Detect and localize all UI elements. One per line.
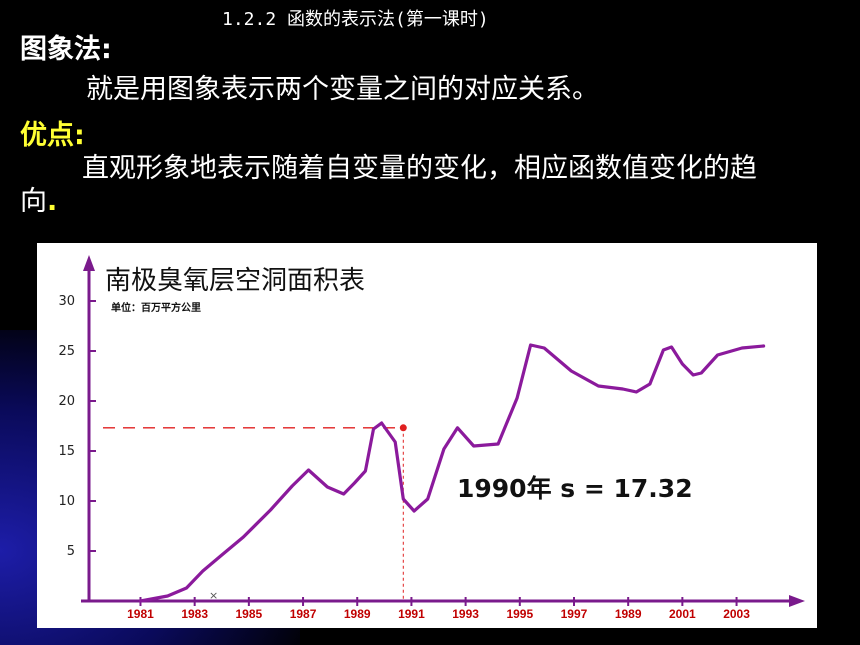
y-tick-label: 10 xyxy=(58,494,75,509)
x-tick-label: 1989 xyxy=(615,607,642,621)
x-tick-label: 1991 xyxy=(398,607,425,621)
x-tick-label: 1981 xyxy=(127,607,154,621)
y-axis-arrow xyxy=(83,255,95,271)
highlight-point xyxy=(399,424,407,432)
heading-graph-method: 图象法: xyxy=(20,34,112,65)
paragraph-end-dot: . xyxy=(47,186,58,217)
advantages-text: 直观形象地表示随着自变量的变化，相应函数值变化的趋向 xyxy=(20,153,757,217)
y-tick-label: 30 xyxy=(58,294,75,309)
ozone-area-line xyxy=(138,343,766,603)
y-tick-label: 5 xyxy=(67,544,75,559)
x-tick-label: 1995 xyxy=(506,607,533,621)
chart-subtitle: 单位：百万平方公里 xyxy=(111,301,201,314)
chart-title: 南极臭氧层空洞面积表 xyxy=(105,266,365,296)
slide-title: 1.2.2 函数的表示法(第一课时) xyxy=(222,9,489,30)
cross-marker: × xyxy=(209,589,218,602)
x-axis-arrow xyxy=(789,595,805,607)
heading-advantages: 优点: xyxy=(20,120,85,151)
y-tick-label: 20 xyxy=(58,394,75,409)
x-tick-label: 2003 xyxy=(723,607,750,621)
x-tick-label: 1993 xyxy=(452,607,479,621)
x-tick-label: 2001 xyxy=(669,607,696,621)
ozone-chart: 5 10 15 20 25 30 1981 1983 1985 1987 1989 1991 1993 1… xyxy=(58,255,805,621)
y-tick-label: 15 xyxy=(58,444,75,459)
chart-panel: 5 10 15 20 25 30 1981 1983 1985 1987 1989 1991 1993 1… xyxy=(37,243,817,628)
x-tick-label: 1987 xyxy=(290,607,317,621)
definition-text: 就是用图象表示两个变量之间的对应关系。 xyxy=(86,74,599,105)
x-tick-label: 1989 xyxy=(344,607,371,621)
advantages-paragraph: 直观形象地表示随着自变量的变化，相应函数值变化的趋向. xyxy=(20,152,790,218)
annotation-label: 1990年 s = 17.32 xyxy=(457,474,693,503)
x-tick-label: 1997 xyxy=(561,607,588,621)
y-tick-label: 25 xyxy=(58,344,75,359)
x-tick-label: 1985 xyxy=(236,607,263,621)
x-tick-label: 1983 xyxy=(181,607,208,621)
